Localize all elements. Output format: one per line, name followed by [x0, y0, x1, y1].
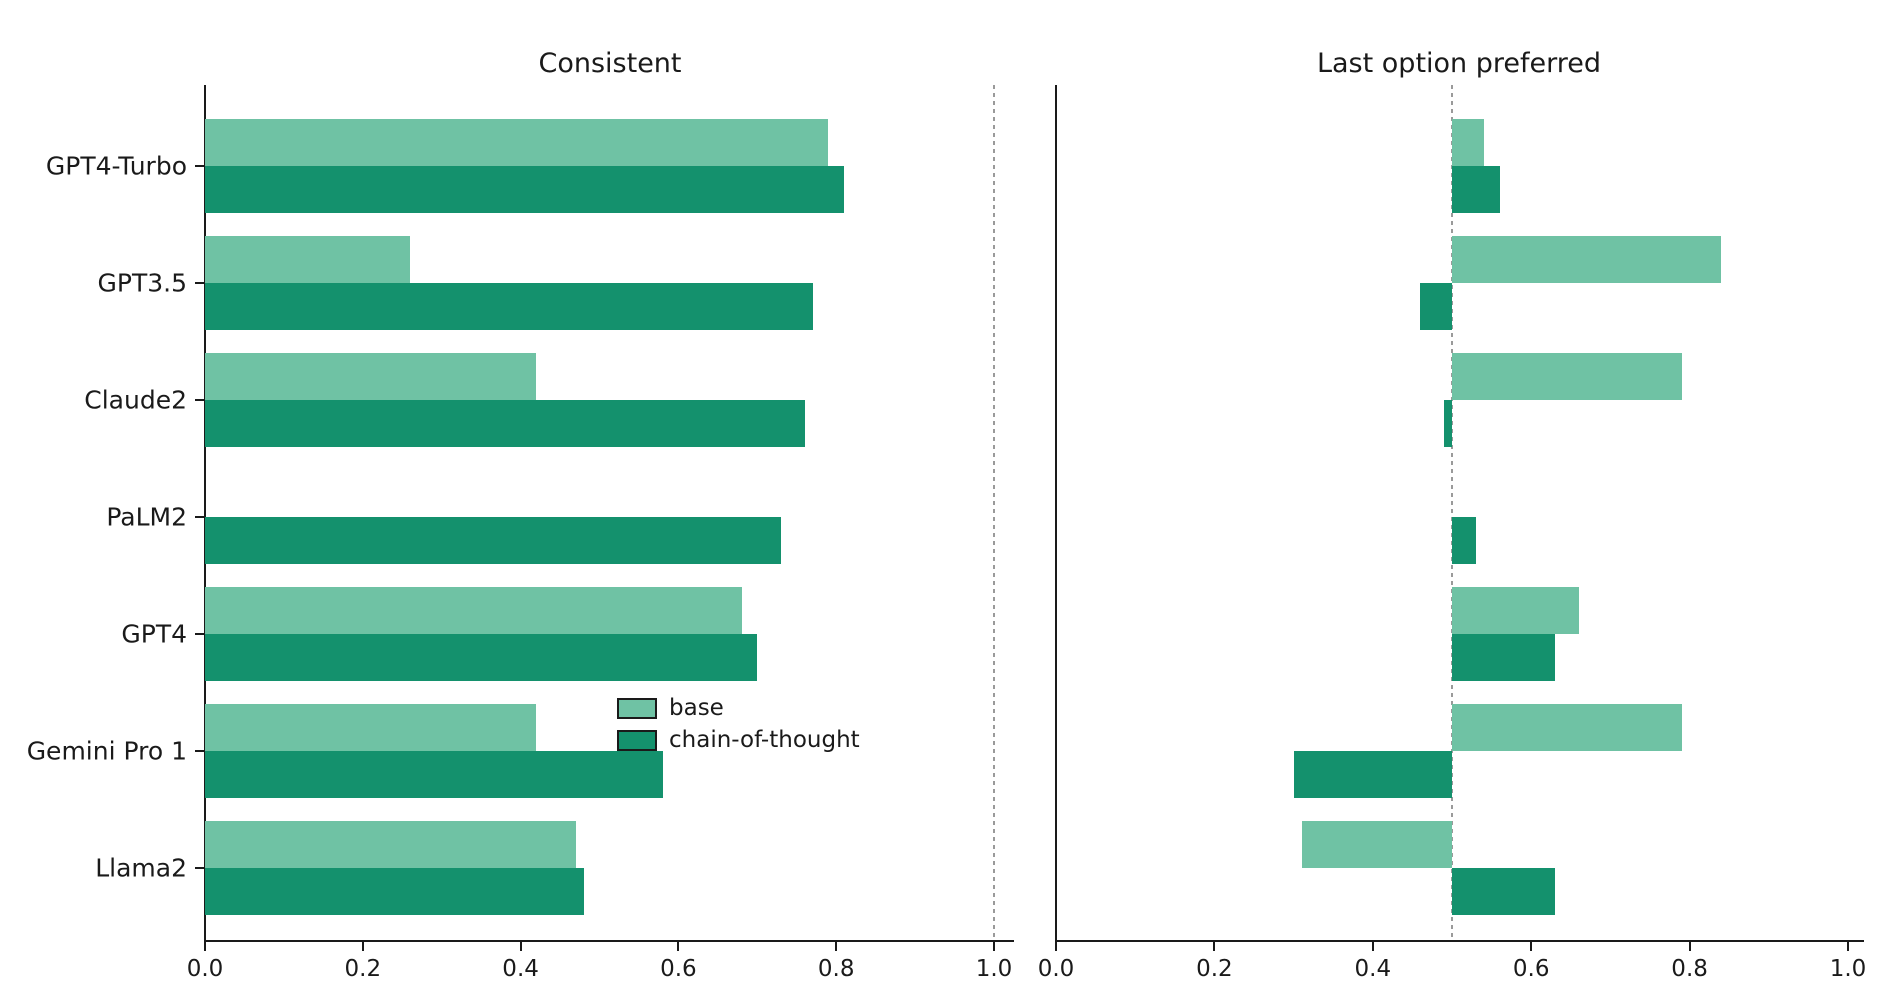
bar-base-llama2: [1301, 821, 1452, 868]
bar-base-gpt3-5: [205, 236, 411, 283]
category-label-palm2: PaLM2: [106, 502, 187, 532]
x-tick-mark: [361, 942, 364, 951]
x-tick-label: 0.6: [660, 956, 697, 982]
bar-chain-of-thought-gpt3-5: [1420, 283, 1452, 330]
bar-chain-of-thought-gemini-pro-1: [205, 751, 663, 798]
y-tick-mark: [195, 282, 204, 284]
category-label-gpt3-5: GPT3.5: [97, 268, 187, 298]
bar-chain-of-thought-gpt4-turbo: [205, 166, 845, 213]
x-tick-label: 0.8: [1671, 956, 1708, 982]
bar-base-gpt3-5: [1452, 236, 1722, 283]
x-tick-label: 0.8: [817, 956, 855, 982]
category-label-gemini-pro-1: Gemini Pro 1: [26, 736, 187, 766]
x-tick-mark: [1055, 942, 1057, 951]
legend-row-chain-of-thought: chain-of-thought: [617, 724, 860, 756]
x-tick-mark: [1688, 942, 1691, 951]
x-tick-label: 0.4: [502, 956, 539, 982]
bar-chain-of-thought-gemini-pro-1: [1293, 751, 1452, 798]
bar-base-gpt4: [205, 587, 742, 634]
right-chart-title: Last option preferred: [1316, 48, 1602, 79]
bar-chain-of-thought-gpt4: [1452, 634, 1555, 681]
bar-chain-of-thought-palm2: [205, 517, 781, 564]
x-tick-label: 0.0: [186, 956, 224, 982]
x-tick-mark: [519, 942, 522, 951]
x-axis-spine: [1055, 940, 1864, 942]
y-axis-spine: [204, 85, 206, 942]
legend: base chain-of-thought: [617, 692, 860, 756]
x-tick-mark: [835, 942, 838, 951]
y-tick-mark: [195, 750, 204, 752]
x-tick-mark: [1213, 942, 1216, 951]
y-tick-mark: [195, 165, 204, 167]
bar-chain-of-thought-llama2: [1452, 868, 1555, 915]
bar-base-claude2: [205, 353, 537, 400]
legend-label-base: base: [669, 695, 724, 721]
chain-of-thought-series-swatch: [617, 729, 657, 751]
bar-base-gpt4-turbo: [205, 119, 829, 166]
y-tick-mark: [195, 399, 204, 401]
x-tick-mark: [204, 942, 206, 951]
legend-label-chain-of-thought: chain-of-thought: [669, 727, 860, 753]
bar-chain-of-thought-llama2: [205, 868, 584, 915]
bar-base-llama2: [205, 821, 576, 868]
bar-base-gpt4: [1452, 587, 1579, 634]
category-label-gpt4-turbo: GPT4-Turbo: [45, 151, 187, 181]
x-tick-label: 0.2: [1196, 956, 1233, 982]
bar-chain-of-thought-gpt4: [205, 634, 758, 681]
bar-base-claude2: [1452, 353, 1682, 400]
legend-row-base: base: [617, 692, 860, 724]
x-tick-label: 0.4: [1354, 956, 1392, 982]
y-tick-mark: [195, 867, 204, 869]
x-tick-label: 0.0: [1037, 956, 1075, 982]
x-tick-mark: [1530, 942, 1533, 951]
category-label-gpt4: GPT4: [121, 619, 187, 649]
bar-chain-of-thought-gpt4-turbo: [1452, 166, 1500, 213]
bar-chain-of-thought-palm2: [1452, 517, 1476, 564]
x-tick-label: 0.2: [344, 956, 382, 982]
category-label-llama2: Llama2: [95, 853, 187, 883]
consistent-chart-plot-area: 0.0 0.2 0.4 0.6 0.8 1.0 GPT4-Turbo GPT3.5 Claude…: [27, 85, 1014, 982]
bar-base-gpt4-turbo: [1452, 119, 1484, 166]
reference-line: [993, 85, 995, 940]
bar-chain-of-thought-claude2: [1444, 400, 1452, 447]
bar-chain-of-thought-gpt3-5: [205, 283, 813, 330]
left-chart-title: Consistent: [538, 48, 682, 79]
bar-base-gemini-pro-1: [205, 704, 537, 751]
x-tick-mark: [677, 942, 680, 951]
bar-base-gemini-pro-1: [1452, 704, 1682, 751]
reference-line: [1451, 85, 1453, 940]
y-tick-mark: [195, 516, 204, 518]
category-label-claude2: Claude2: [84, 385, 187, 415]
x-tick-mark: [993, 942, 995, 951]
x-tick-mark: [1371, 942, 1374, 951]
x-tick-label: 1.0: [975, 956, 1013, 982]
x-axis-spine: [204, 940, 1014, 942]
x-tick-mark: [1847, 942, 1849, 951]
bar-chain-of-thought-claude2: [205, 400, 805, 447]
x-tick-label: 1.0: [1829, 956, 1867, 982]
last-option-chart-plot-area: 0.0 0.2 0.4 0.6 0.8 1.0: [1038, 85, 1866, 982]
y-axis-spine: [1055, 85, 1057, 942]
base-series-swatch: [617, 697, 657, 719]
y-tick-mark: [195, 633, 204, 635]
x-tick-label: 0.6: [1512, 956, 1550, 982]
